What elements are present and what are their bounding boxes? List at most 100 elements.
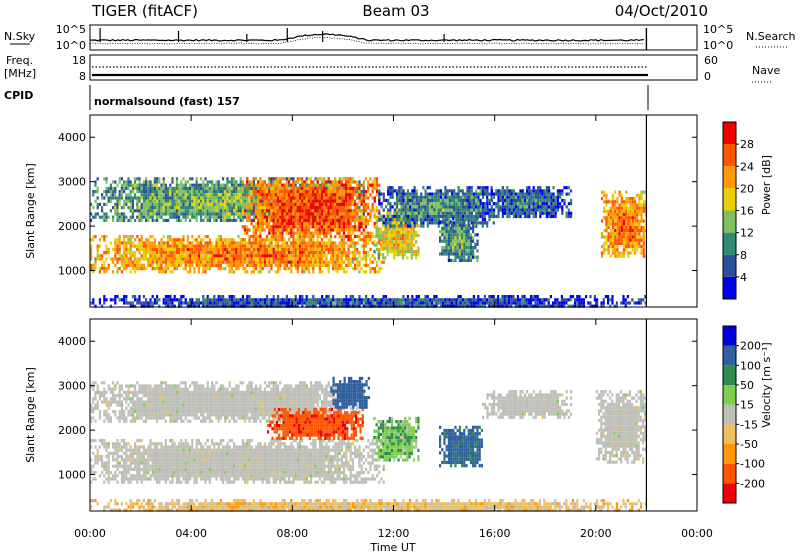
- range-gate-cell: [552, 205, 554, 208]
- range-gate-cell: [211, 187, 213, 190]
- range-gate-cell: [268, 193, 270, 196]
- range-gate-cell: [101, 209, 103, 212]
- range-gate-cell: [486, 221, 488, 224]
- range-gate-cell: [277, 238, 279, 241]
- range-gate-cell: [167, 196, 169, 199]
- range-gate-cell: [480, 193, 482, 196]
- range-gate-cell: [363, 264, 365, 267]
- range-gate-cell: [308, 254, 310, 257]
- range-gate-cell: [431, 218, 433, 221]
- range-gate-cell: [308, 184, 310, 187]
- range-gate-cell: [207, 241, 209, 244]
- range-gate-cell: [204, 203, 206, 206]
- range-gate-cell: [524, 212, 526, 215]
- range-gate-cell: [347, 264, 349, 267]
- range-gate-cell: [253, 251, 255, 254]
- range-gate-cell: [163, 187, 165, 190]
- range-gate-cell: [535, 202, 537, 205]
- range-gate-cell: [491, 196, 493, 199]
- range-gate-cell: [242, 219, 244, 222]
- range-gate-cell: [627, 229, 629, 232]
- range-gate-cell: [270, 238, 272, 241]
- range-gate-cell: [568, 215, 570, 218]
- range-gate-cell: [286, 193, 288, 196]
- range-gate-cell: [178, 193, 180, 196]
- range-gate-cell: [378, 237, 380, 240]
- range-gate-cell: [270, 219, 272, 222]
- range-gate-cell: [409, 209, 411, 212]
- range-gate-cell: [541, 205, 543, 208]
- range-gate-cell: [484, 209, 486, 212]
- range-gate-cell: [339, 225, 341, 228]
- range-gate-cell: [94, 264, 96, 267]
- range-gate-cell: [409, 202, 411, 205]
- range-gate-cell: [255, 212, 257, 215]
- range-gate-cell: [116, 219, 118, 222]
- range-gate-cell: [495, 189, 497, 192]
- range-gate-cell: [391, 247, 393, 250]
- range-gate-cell: [174, 212, 176, 215]
- range-gate-cell: [616, 229, 618, 232]
- range-gate-cell: [489, 215, 491, 218]
- range-gate-cell: [295, 222, 297, 225]
- range-gate-cell: [361, 219, 363, 222]
- range-gate-cell: [253, 235, 255, 238]
- range-gate-cell: [464, 209, 466, 212]
- range-gate-cell: [248, 190, 250, 193]
- range-gate-cell: [451, 205, 453, 208]
- range-gate-cell: [299, 264, 301, 267]
- range-gate-cell: [279, 196, 281, 199]
- range-gate-cell: [281, 225, 283, 228]
- range-gate-cell: [328, 203, 330, 206]
- range-gate-cell: [244, 267, 246, 270]
- range-gate-cell: [482, 215, 484, 218]
- range-gate-cell: [257, 184, 259, 187]
- range-gate-cell: [621, 200, 623, 203]
- range-gate-cell: [182, 254, 184, 257]
- range-gate-cell: [392, 186, 394, 189]
- range-gate-cell: [350, 187, 352, 190]
- range-gate-cell: [603, 248, 605, 251]
- range-gate-cell: [244, 216, 246, 219]
- range-gate-cell: [196, 238, 198, 241]
- range-gate-cell: [425, 218, 427, 221]
- range-gate-cell: [464, 202, 466, 205]
- range-gate-cell: [347, 248, 349, 251]
- range-gate-cell: [224, 216, 226, 219]
- range-gate-cell: [310, 238, 312, 241]
- range-gate-cell: [266, 190, 268, 193]
- range-gate-cell: [372, 261, 374, 264]
- range-gate-cell: [242, 209, 244, 212]
- range-gate-cell: [506, 202, 508, 205]
- range-gate-cell: [240, 248, 242, 251]
- range-gate-cell: [215, 206, 217, 209]
- range-gate-cell: [174, 196, 176, 199]
- range-gate-cell: [246, 196, 248, 199]
- range-gate-cell: [244, 187, 246, 190]
- range-gate-cell: [138, 267, 140, 270]
- range-gate-cell: [325, 206, 327, 209]
- range-gate-cell: [270, 180, 272, 183]
- range-gate-cell: [312, 261, 314, 264]
- range-gate-cell: [356, 212, 358, 215]
- range-gate-cell: [185, 248, 187, 251]
- range-gate-cell: [614, 248, 616, 251]
- range-gate-cell: [231, 212, 233, 215]
- range-gate-cell: [180, 187, 182, 190]
- range-gate-cell: [530, 193, 532, 196]
- range-gate-cell: [317, 254, 319, 257]
- range-gate-cell: [112, 187, 114, 190]
- range-gate-cell: [275, 270, 277, 273]
- range-gate-cell: [176, 196, 178, 199]
- range-gate-cell: [279, 228, 281, 231]
- range-gate-cell: [312, 193, 314, 196]
- range-gate-cell: [152, 190, 154, 193]
- range-gate-cell: [264, 261, 266, 264]
- range-gate-cell: [290, 212, 292, 215]
- range-gate-cell: [136, 177, 138, 180]
- range-gate-cell: [158, 206, 160, 209]
- range-gate-cell: [608, 245, 610, 248]
- range-gate-cell: [619, 207, 621, 210]
- range-gate-cell: [288, 184, 290, 187]
- range-gate-cell: [321, 264, 323, 267]
